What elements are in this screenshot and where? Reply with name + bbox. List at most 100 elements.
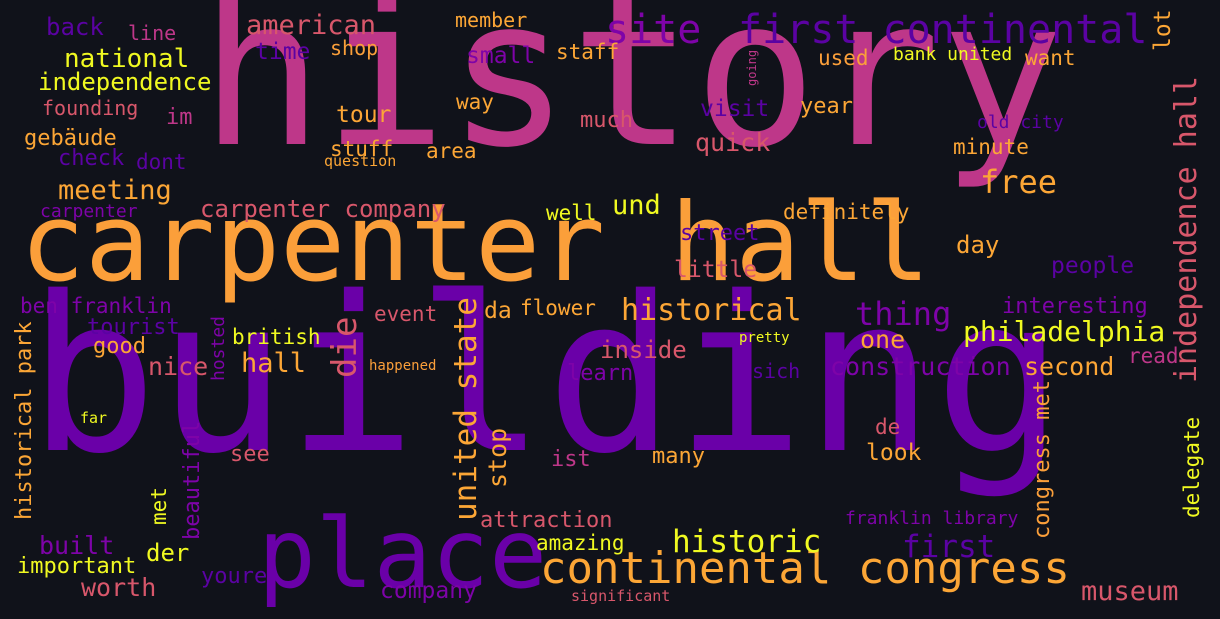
- word-29: old city: [977, 112, 1064, 133]
- word-97: company: [380, 578, 477, 604]
- word-14: shop: [330, 36, 379, 60]
- word-23: founding: [42, 96, 139, 120]
- word-84: delegate: [1180, 416, 1204, 518]
- word-73: learn: [567, 361, 634, 386]
- word-6: independence hall: [1169, 75, 1204, 383]
- word-93: first: [902, 529, 996, 565]
- word-2: carpenter hall: [20, 181, 931, 306]
- word-68: happened: [369, 358, 437, 374]
- word-9: national: [64, 44, 190, 74]
- word-57: flower: [520, 296, 596, 320]
- word-70: read: [1128, 344, 1179, 368]
- word-69: construction: [830, 352, 1011, 381]
- word-15: member: [455, 8, 528, 32]
- word-65: inside: [600, 336, 687, 364]
- word-42: carpenter company: [200, 195, 446, 223]
- word-53: good: [93, 334, 146, 359]
- word-21: lot: [1150, 9, 1176, 51]
- word-39: free: [980, 163, 1058, 201]
- word-10: independence: [38, 68, 212, 96]
- word-58: historical: [621, 293, 802, 328]
- word-61: die: [325, 316, 365, 378]
- word-87: attraction: [480, 508, 613, 533]
- word-98: significant: [571, 587, 671, 605]
- word-55: event: [374, 302, 438, 326]
- word-45: definitely: [783, 200, 910, 224]
- word-85: beautiful: [180, 420, 205, 540]
- word-13: time: [255, 39, 311, 65]
- word-22: going: [745, 49, 759, 86]
- word-7: site: [605, 7, 702, 53]
- word-90: built: [39, 531, 115, 560]
- word-19: bank united: [893, 44, 1013, 65]
- word-77: stop: [483, 427, 512, 488]
- word-24: im: [166, 105, 193, 130]
- word-62: one: [860, 325, 906, 354]
- word-20: want: [1025, 46, 1076, 70]
- word-11: back: [46, 13, 104, 41]
- word-51: tourist: [87, 315, 180, 340]
- word-79: de: [875, 415, 901, 439]
- word-80: see: [230, 442, 270, 467]
- word-3: place: [258, 498, 547, 610]
- word-31: check: [58, 146, 125, 171]
- word-16: small: [466, 43, 536, 69]
- word-12: line: [128, 21, 177, 45]
- word-52: hosted: [208, 315, 229, 381]
- word-83: look: [866, 440, 922, 466]
- word-95: worth: [81, 573, 157, 602]
- word-54: british: [232, 325, 321, 349]
- word-63: philadelphia: [963, 315, 1166, 348]
- word-71: sich: [752, 359, 801, 383]
- word-41: carpenter: [40, 201, 138, 222]
- word-75: historical park: [12, 321, 37, 520]
- word-30: gebäude: [24, 126, 117, 151]
- word-88: franklin library: [845, 508, 1019, 529]
- word-27: visit: [700, 96, 770, 122]
- word-43: und: [612, 190, 661, 221]
- word-82: many: [652, 444, 705, 469]
- word-91: der: [146, 539, 190, 567]
- word-59: thing: [855, 295, 952, 333]
- word-40: meeting: [58, 175, 172, 206]
- word-4: continental congress: [540, 543, 1070, 594]
- word-89: historic: [672, 524, 822, 560]
- word-78: congress met: [1030, 380, 1055, 539]
- word-33: stuff: [330, 137, 394, 161]
- word-66: nice: [148, 352, 209, 381]
- word-8: american: [246, 10, 377, 41]
- word-74: united state: [448, 297, 484, 521]
- word-0: history: [200, 0, 1064, 193]
- word-96: youre: [201, 564, 268, 589]
- word-37: quick: [695, 128, 771, 157]
- word-47: day: [956, 231, 1000, 259]
- word-67: hall: [241, 348, 307, 379]
- word-99: museum: [1081, 576, 1179, 607]
- word-48: little: [674, 257, 758, 283]
- word-76: far: [80, 409, 108, 427]
- word-35: area: [426, 139, 477, 163]
- word-25: tour: [336, 102, 392, 128]
- word-56: da: [484, 298, 512, 324]
- word-17: staff: [556, 40, 620, 64]
- word-34: question: [324, 152, 397, 170]
- word-64: pretty: [739, 330, 790, 346]
- word-94: important: [17, 554, 137, 579]
- word-38: minute: [953, 135, 1029, 159]
- word-44: well: [546, 201, 597, 225]
- word-81: ist: [551, 447, 591, 472]
- word-60: interesting: [1002, 294, 1148, 319]
- word-72: second: [1024, 352, 1115, 381]
- word-92: amazing: [536, 531, 625, 555]
- word-1: building: [28, 250, 1064, 501]
- word-26: way: [456, 90, 494, 114]
- word-5: first continental: [738, 7, 1148, 53]
- word-86: met: [147, 487, 171, 525]
- word-50: ben franklin: [20, 294, 172, 318]
- word-32: dont: [136, 150, 187, 174]
- word-36: much: [580, 108, 633, 133]
- word-49: people: [1051, 253, 1135, 279]
- word-28: year: [800, 94, 853, 119]
- word-18: used: [818, 46, 869, 70]
